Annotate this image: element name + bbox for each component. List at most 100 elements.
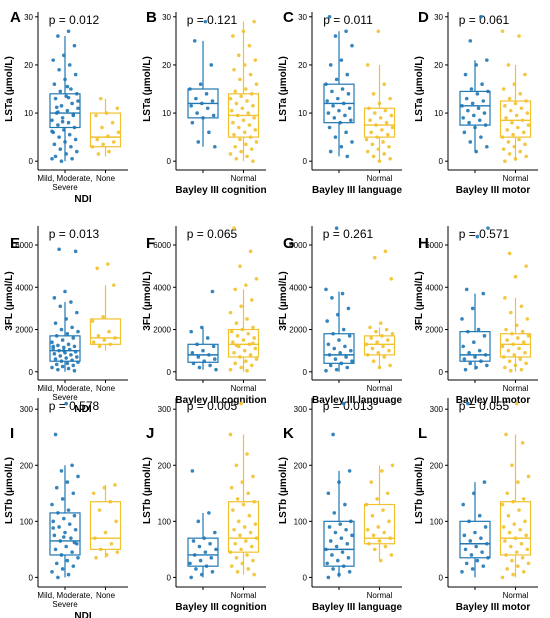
data-point xyxy=(349,519,353,524)
data-point xyxy=(54,485,59,490)
data-point xyxy=(57,67,61,72)
y-tick-label: 0 xyxy=(167,573,172,582)
data-point xyxy=(194,96,198,101)
data-point xyxy=(53,154,58,159)
y-tick-label: 20 xyxy=(24,61,33,70)
data-point xyxy=(462,357,467,361)
panel-label: F xyxy=(146,235,155,252)
data-point xyxy=(501,525,506,529)
data-point xyxy=(75,92,79,96)
data-point xyxy=(214,367,218,372)
data-point xyxy=(324,82,328,86)
data-point xyxy=(514,401,519,406)
data-point xyxy=(73,527,78,532)
data-point xyxy=(254,82,259,86)
data-point xyxy=(233,89,238,94)
data-point xyxy=(242,525,247,529)
x-axis-title: Bayley III motor xyxy=(456,185,531,196)
data-point xyxy=(467,350,471,355)
data-point xyxy=(252,116,256,120)
data-point xyxy=(517,346,521,351)
data-point xyxy=(525,111,530,115)
data-point xyxy=(524,264,528,268)
data-point xyxy=(69,144,73,149)
data-point xyxy=(69,353,73,357)
data-point xyxy=(507,251,512,256)
data-point xyxy=(331,104,335,108)
data-point xyxy=(57,135,61,139)
data-point xyxy=(253,522,258,526)
data-point xyxy=(514,113,519,118)
data-point xyxy=(369,480,374,484)
data-point xyxy=(468,39,473,43)
p-value-label: p = 0.012 xyxy=(49,13,100,27)
data-point xyxy=(241,338,246,342)
data-point xyxy=(382,355,387,359)
data-point xyxy=(325,561,329,566)
data-point xyxy=(474,544,478,549)
data-point xyxy=(325,99,329,103)
data-point xyxy=(72,540,77,545)
data-point xyxy=(486,555,490,560)
panel-label: C xyxy=(283,9,294,26)
data-point xyxy=(209,555,214,560)
data-point xyxy=(242,348,247,353)
data-point xyxy=(371,154,376,159)
data-point xyxy=(344,527,348,532)
data-point xyxy=(503,296,507,300)
data-point xyxy=(54,561,59,566)
data-point xyxy=(332,116,337,120)
data-point xyxy=(466,401,470,406)
data-point xyxy=(50,569,54,574)
panel-label: I xyxy=(10,425,14,442)
data-point xyxy=(210,99,215,103)
panel-I: I 0 100 200 300 Mild, Moderate, Severe None NDI L… xyxy=(4,398,128,618)
data-point xyxy=(75,149,79,154)
box-iqr xyxy=(89,501,122,550)
data-point xyxy=(249,544,254,549)
data-point xyxy=(207,130,211,135)
panel-label: K xyxy=(283,425,294,442)
data-point xyxy=(249,92,254,96)
data-point xyxy=(344,355,348,359)
data-point xyxy=(247,123,252,127)
data-point xyxy=(500,29,505,34)
x-category-label: Mild, Moderate, Severe xyxy=(37,174,92,192)
data-point xyxy=(66,95,71,100)
data-point xyxy=(324,368,328,373)
data-point xyxy=(202,536,206,540)
data-point xyxy=(483,353,488,357)
data-point xyxy=(67,522,72,526)
data-point xyxy=(204,564,209,568)
data-point xyxy=(90,144,95,149)
data-point xyxy=(64,544,68,549)
p-value-label: p = 0.261 xyxy=(323,227,374,241)
data-point xyxy=(248,249,253,254)
data-point xyxy=(108,499,113,504)
data-point xyxy=(516,125,520,130)
data-point xyxy=(380,469,384,473)
data-point xyxy=(375,340,379,344)
x-category-label: Normal xyxy=(367,591,393,600)
data-point xyxy=(504,553,508,557)
data-point xyxy=(76,99,80,103)
x-axis-title: NDI xyxy=(74,404,91,415)
data-point xyxy=(246,567,251,571)
box-iqr xyxy=(49,93,81,129)
panel-L: L 0 100 200 300 Normal Bayley III motor LSTb (µ… xyxy=(414,398,538,613)
data-point xyxy=(211,344,216,349)
data-point xyxy=(96,334,101,338)
data-point xyxy=(228,367,233,372)
data-point xyxy=(520,118,525,123)
data-point xyxy=(228,96,233,101)
data-point xyxy=(501,87,506,91)
data-point xyxy=(512,144,517,149)
data-point xyxy=(239,401,243,406)
box-iqr xyxy=(227,501,260,553)
data-point xyxy=(339,144,344,149)
data-point xyxy=(508,108,513,113)
data-point xyxy=(371,92,376,96)
panel-K: K 0 100 200 300 Normal Bayley III language LSTb… xyxy=(278,398,402,613)
data-point xyxy=(385,132,390,137)
data-point xyxy=(469,553,474,557)
